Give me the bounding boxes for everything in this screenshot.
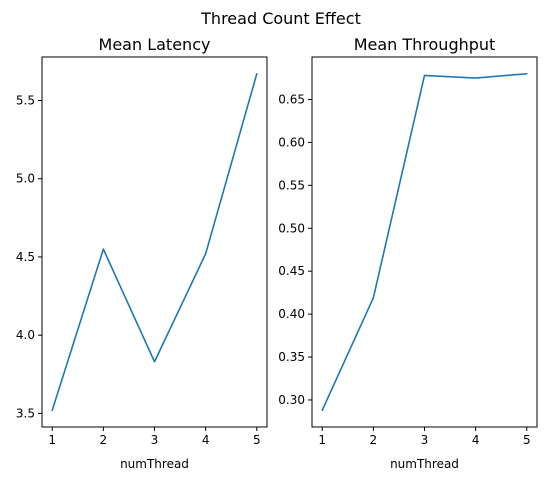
throughput-y-tick-label: 0.60 xyxy=(278,135,305,149)
throughput-x-tick-label: 4 xyxy=(472,433,480,447)
throughput-ticks: 1 2 3 4 5 0.30 0.35 0.40 0.45 0.50 0.55 0.60 0.65 xyxy=(278,92,530,447)
figure-suptitle: Thread Count Effect xyxy=(200,9,361,28)
throughput-series xyxy=(321,72,528,412)
throughput-y-tick-label: 0.50 xyxy=(278,221,305,235)
latency-y-tick-label: 5.0 xyxy=(16,172,35,186)
latency-y-tick-label: 4.0 xyxy=(16,328,35,342)
throughput-y-tick-label: 0.55 xyxy=(278,178,305,192)
latency-series-line xyxy=(51,73,258,412)
latency-x-tick-label: 5 xyxy=(253,433,261,447)
throughput-chart-title: Mean Throughput xyxy=(354,35,496,54)
latency-x-tick-label: 2 xyxy=(100,433,108,447)
throughput-y-tick-label: 0.30 xyxy=(278,393,305,407)
latency-x-axis-label: numThread xyxy=(120,457,189,471)
throughput-series-line xyxy=(321,72,528,412)
latency-x-tick-label: 3 xyxy=(151,433,159,447)
latency-y-tick-label: 3.5 xyxy=(16,406,35,420)
throughput-x-tick-label: 2 xyxy=(370,433,378,447)
throughput-y-tick-label: 0.40 xyxy=(278,307,305,321)
throughput-x-tick-label: 1 xyxy=(318,433,326,447)
throughput-y-tick-label: 0.65 xyxy=(278,92,305,106)
latency-x-tick-label: 1 xyxy=(48,433,56,447)
throughput-y-tick-label: 0.35 xyxy=(278,350,305,364)
latency-ticks: 1 2 3 4 5 3.5 4.0 4.5 5.0 5.5 xyxy=(16,93,261,447)
latency-plot-frame xyxy=(41,56,268,428)
throughput-x-axis-label: numThread xyxy=(390,457,459,471)
latency-subplot: Mean Latency 1 2 3 4 5 3.5 4.0 4.5 5.0 5.5 numThr… xyxy=(16,35,268,471)
throughput-plot-frame xyxy=(311,56,538,428)
latency-x-tick-label: 4 xyxy=(202,433,210,447)
latency-y-tick-label: 4.5 xyxy=(16,250,35,264)
latency-chart-title: Mean Latency xyxy=(99,35,211,54)
throughput-y-tick-label: 0.45 xyxy=(278,264,305,278)
latency-y-tick-label: 5.5 xyxy=(16,93,35,107)
throughput-x-tick-label: 5 xyxy=(523,433,531,447)
latency-series xyxy=(51,73,258,412)
throughput-x-tick-label: 3 xyxy=(421,433,429,447)
throughput-subplot: Mean Throughput 1 2 3 4 5 0.30 0.35 0.40 0.45 0.5… xyxy=(278,35,538,471)
